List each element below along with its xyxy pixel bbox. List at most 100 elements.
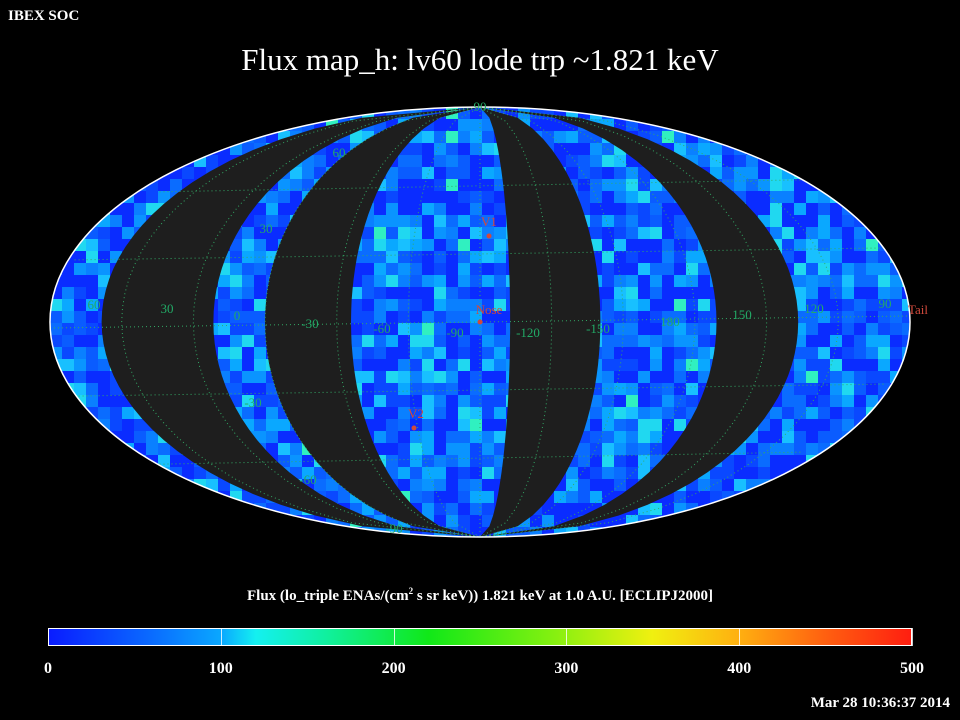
flux-cell: [98, 251, 110, 263]
flux-cell: [74, 263, 86, 275]
flux-cell: [482, 395, 494, 407]
flux-cell: [470, 467, 482, 479]
flux-cell: [218, 347, 230, 359]
flux-cell: [434, 443, 446, 455]
flux-cell: [386, 347, 398, 359]
flux-cell: [254, 395, 266, 407]
flux-cell: [890, 179, 902, 191]
flux-cell: [410, 527, 422, 537]
flux-cell: [458, 239, 470, 251]
flux-cell: [266, 395, 278, 407]
flux-cell: [62, 131, 74, 143]
flux-cell: [218, 119, 230, 131]
flux-cell: [842, 359, 854, 371]
flux-cell: [902, 119, 910, 131]
flux-cell: [710, 107, 722, 119]
flux-cell: [878, 179, 890, 191]
flux-cell: [302, 467, 314, 479]
flux-cell: [98, 479, 110, 491]
flux-cell: [698, 335, 710, 347]
flux-cell: [386, 275, 398, 287]
nose-marker: [477, 319, 483, 325]
flux-cell: [470, 287, 482, 299]
flux-cell: [626, 191, 638, 203]
flux-cell: [242, 383, 254, 395]
flux-cell: [482, 155, 494, 167]
flux-cell: [506, 527, 518, 537]
flux-cell: [590, 431, 602, 443]
flux-cell: [830, 383, 842, 395]
flux-cell: [674, 515, 686, 527]
flux-cell: [638, 347, 650, 359]
flux-cell: [62, 179, 74, 191]
flux-cell: [410, 311, 422, 323]
flux-cell: [134, 179, 146, 191]
flux-cell: [350, 287, 362, 299]
flux-cell: [818, 467, 830, 479]
flux-cell: [158, 167, 170, 179]
flux-cell: [482, 479, 494, 491]
flux-cell: [50, 251, 62, 263]
flux-cell: [758, 203, 770, 215]
flux-cell: [122, 119, 134, 131]
flux-cell: [314, 155, 326, 167]
flux-cell: [470, 263, 482, 275]
flux-cell: [74, 431, 86, 443]
flux-cell: [602, 419, 614, 431]
flux-cell: [806, 167, 818, 179]
flux-cell: [866, 395, 878, 407]
flux-cell: [662, 503, 674, 515]
flux-cell: [590, 107, 602, 119]
flux-cell: [902, 227, 910, 239]
flux-cell: [194, 119, 206, 131]
flux-cell: [410, 275, 422, 287]
flux-cell: [902, 179, 910, 191]
flux-cell: [50, 239, 62, 251]
flux-cell: [674, 491, 686, 503]
flux-cell: [854, 359, 866, 371]
flux-cell: [698, 371, 710, 383]
flux-cell: [626, 467, 638, 479]
flux-cell: [494, 227, 506, 239]
flux-cell: [830, 239, 842, 251]
flux-cell: [830, 503, 842, 515]
flux-cell: [494, 239, 506, 251]
flux-cell: [458, 167, 470, 179]
flux-cell: [146, 491, 158, 503]
flux-cell: [830, 419, 842, 431]
flux-cell: [470, 455, 482, 467]
flux-cell: [830, 359, 842, 371]
flux-cell: [878, 527, 890, 537]
flux-cell: [806, 515, 818, 527]
flux-cell: [446, 491, 458, 503]
flux-cell: [86, 131, 98, 143]
flux-cell: [302, 107, 314, 119]
flux-cell: [842, 503, 854, 515]
flux-cell: [494, 407, 506, 419]
flux-cell: [746, 467, 758, 479]
flux-cell: [614, 323, 626, 335]
flux-cell: [890, 395, 902, 407]
flux-cell: [698, 347, 710, 359]
flux-cell: [422, 311, 434, 323]
flux-cell: [50, 107, 62, 119]
flux-cell: [674, 311, 686, 323]
flux-cell: [374, 191, 386, 203]
flux-cell: [386, 311, 398, 323]
flux-cell: [854, 287, 866, 299]
flux-cell: [422, 395, 434, 407]
flux-cell: [74, 251, 86, 263]
flux-cell: [830, 263, 842, 275]
flux-cell: [134, 527, 146, 537]
flux-cell: [686, 323, 698, 335]
flux-cell: [470, 323, 482, 335]
flux-cell: [422, 227, 434, 239]
flux-cell: [350, 335, 362, 347]
flux-cell: [878, 431, 890, 443]
flux-cell: [254, 263, 266, 275]
parallel-line: [159, 451, 801, 465]
flux-cell: [470, 395, 482, 407]
flux-cell: [578, 467, 590, 479]
flux-cell: [842, 155, 854, 167]
flux-cell: [638, 227, 650, 239]
